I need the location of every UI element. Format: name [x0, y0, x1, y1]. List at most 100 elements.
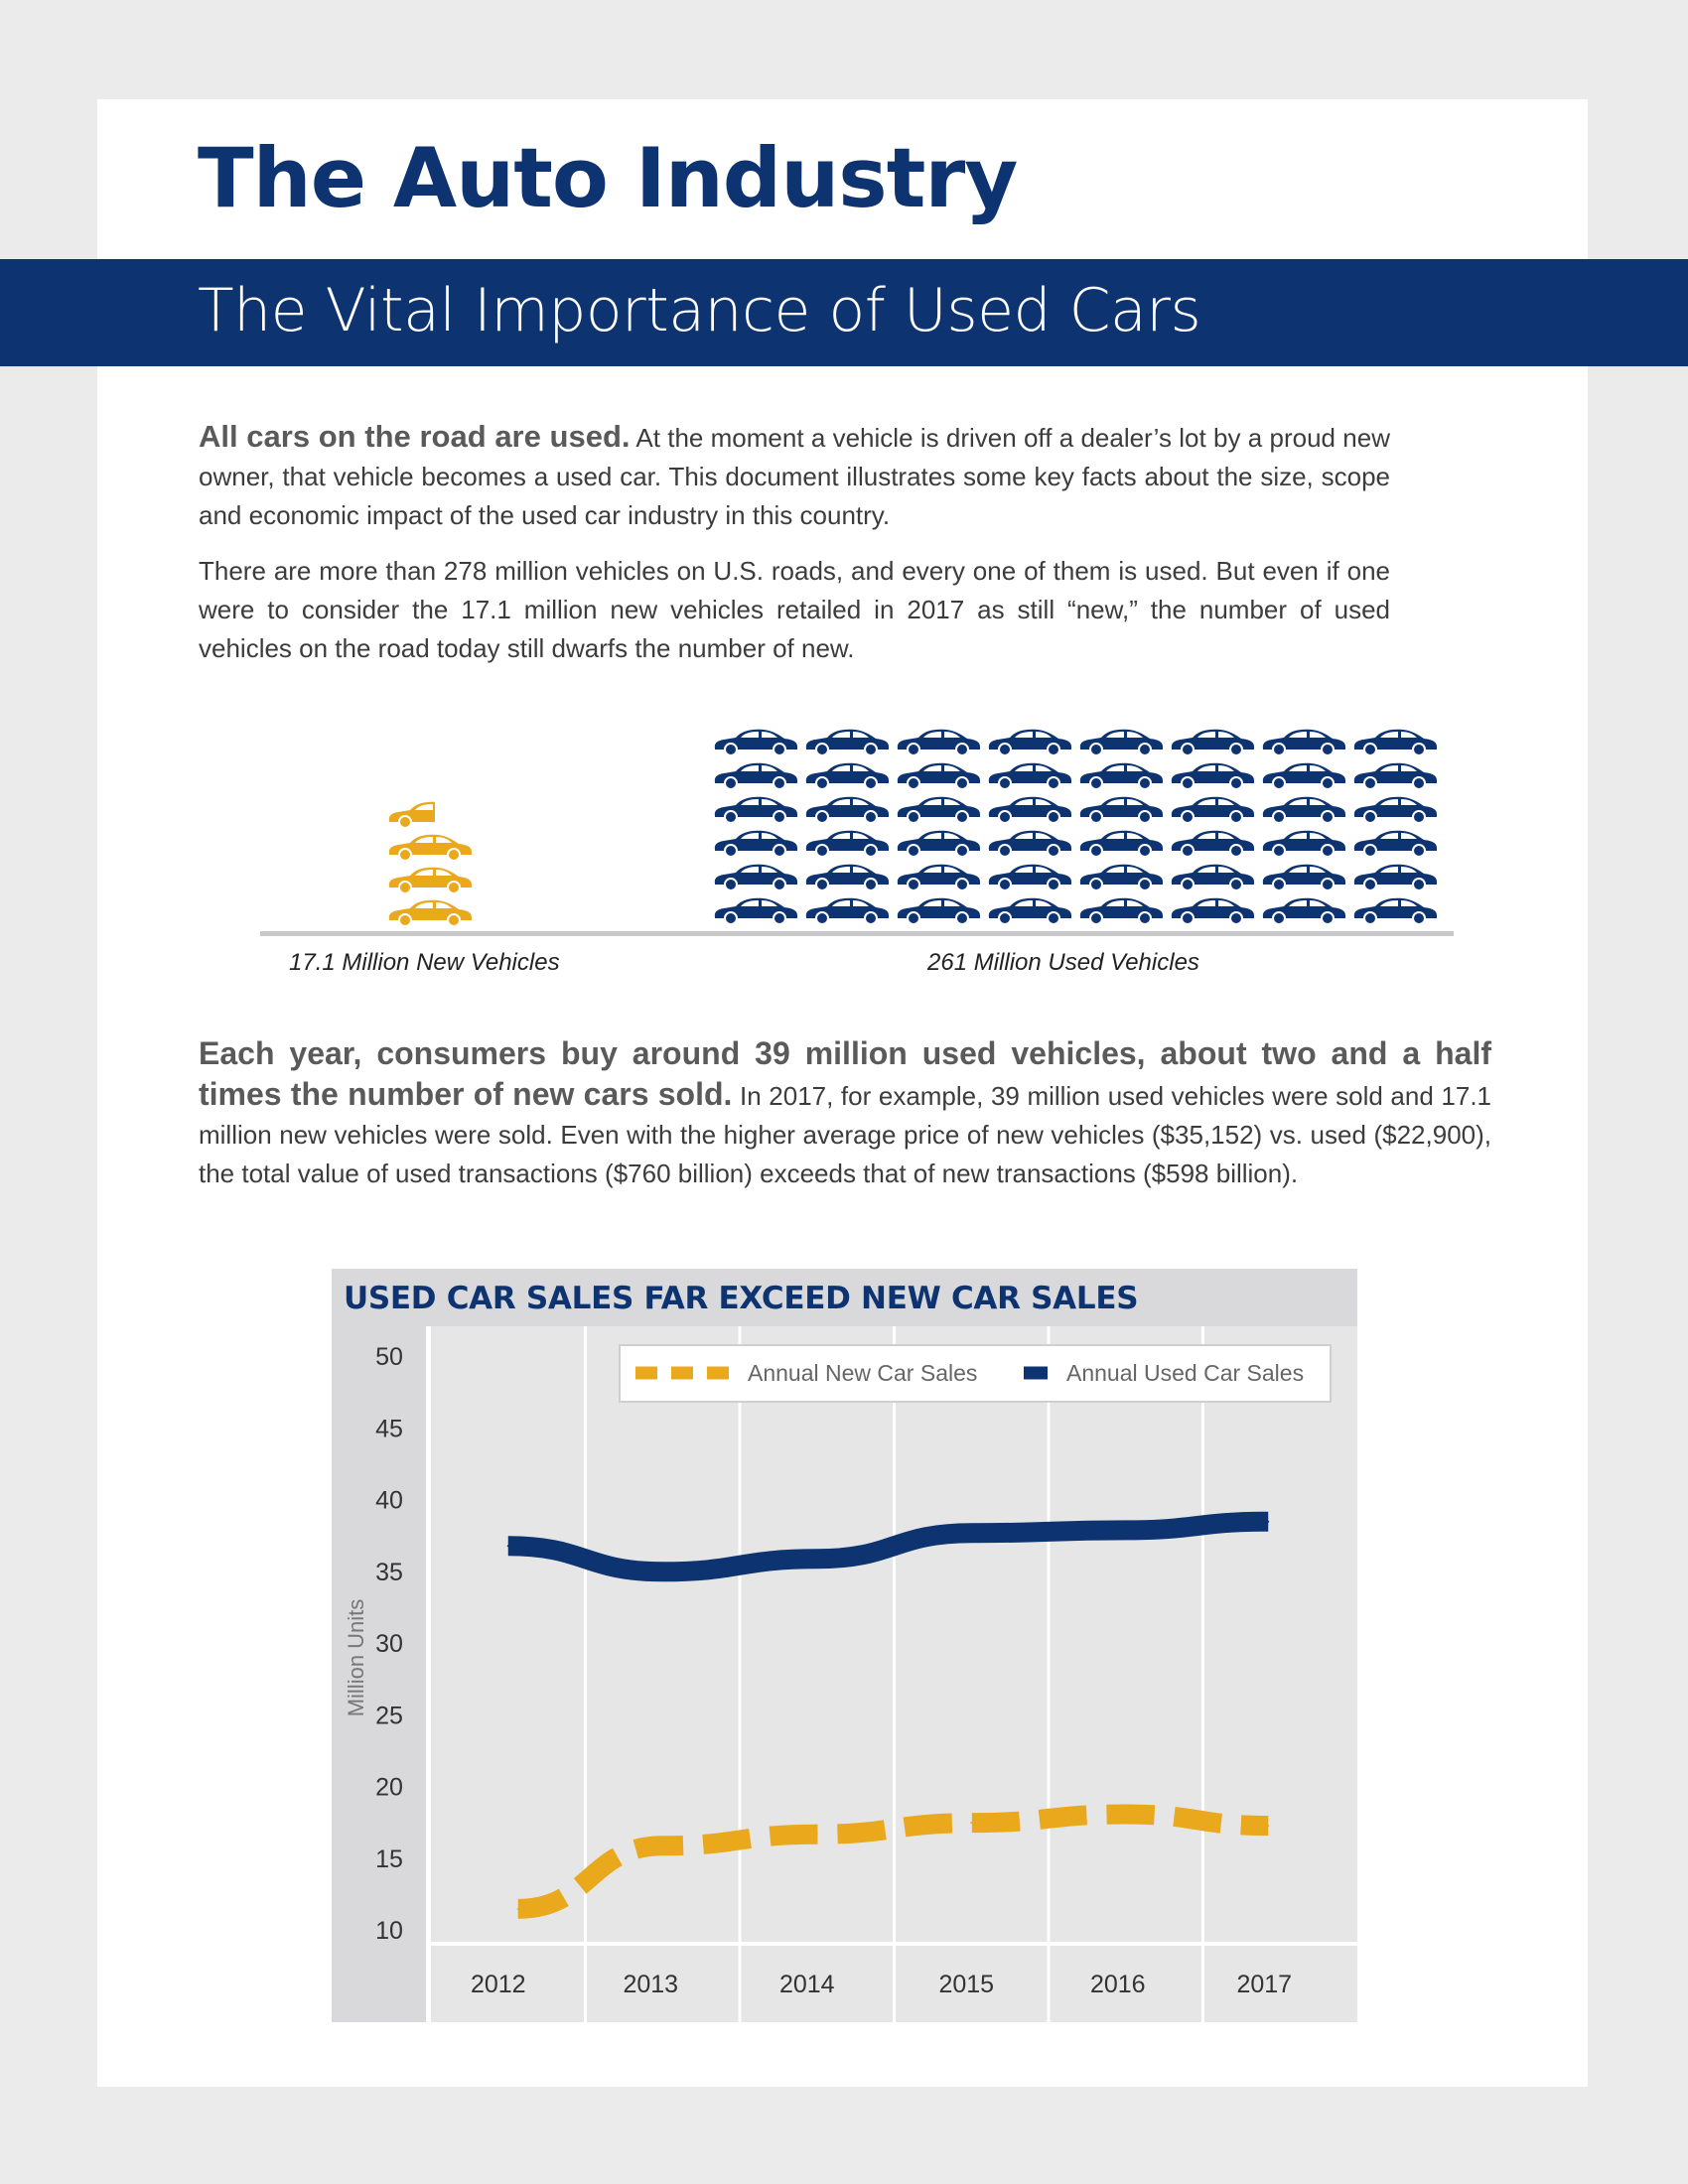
- car-icon: [714, 729, 797, 756]
- y-tick-label: 30: [375, 1630, 403, 1658]
- chart-plot: 10 15 20 25 30 35 40 45 50 Million Units 2012 2013 2…: [332, 1326, 1357, 2022]
- car-icon: [1079, 762, 1163, 790]
- x-tick-label: 2012: [471, 1971, 526, 1998]
- car-icon: [1171, 830, 1254, 858]
- page-subtitle: The Vital Importance of Used Cars: [198, 276, 1201, 345]
- y-tick-label: 40: [375, 1487, 403, 1515]
- y-tick-label: 45: [375, 1415, 403, 1442]
- car-icon: [805, 796, 889, 824]
- data-point: [1267, 1520, 1270, 1523]
- car-icon: [805, 762, 889, 790]
- legend-label-used: Annual Used Car Sales: [1066, 1360, 1304, 1386]
- car-icon: [988, 897, 1071, 925]
- car-icon: [897, 897, 980, 925]
- y-tick-label: 25: [375, 1702, 403, 1729]
- car-icon: [1079, 830, 1163, 858]
- data-point: [1267, 1825, 1270, 1828]
- used-car-sales-line: [507, 1511, 1269, 1582]
- intro-lead: All cars on the road are used.: [199, 419, 631, 454]
- y-tick-label: 15: [375, 1845, 403, 1873]
- car-icon: [1353, 762, 1437, 790]
- car-icon: [805, 729, 889, 756]
- car-icon: [1353, 897, 1437, 925]
- car-icon: [897, 864, 980, 891]
- car-icon: [897, 762, 980, 790]
- car-icon: [1171, 762, 1254, 790]
- car-icon: [714, 897, 797, 925]
- data-point: [815, 1833, 818, 1836]
- car-icon: [714, 762, 797, 790]
- y-tick-label: 10: [375, 1917, 403, 1945]
- x-tick-label: 2013: [623, 1971, 678, 1998]
- vehicle-pictogram: 17.1 Million New Vehicles 261 Million Us…: [0, 715, 1688, 993]
- car-icon: [1171, 864, 1254, 891]
- intro-body: At the moment a vehicle is driven off a …: [199, 423, 1390, 530]
- chart-legend: Annual New Car Sales Annual Used Car Sale…: [619, 1344, 1332, 1403]
- car-icon: [388, 834, 472, 862]
- car-icon: [1353, 729, 1437, 756]
- sales-lead: Each year, consumers buy around 39 milli…: [199, 1035, 1491, 1112]
- new-car-sales-line: [517, 1804, 1269, 1919]
- car-icon: [714, 864, 797, 891]
- car-icon: [388, 867, 472, 894]
- y-axis-panel: [332, 1326, 426, 2022]
- data-point: [1124, 1813, 1127, 1816]
- car-icon: [1079, 796, 1163, 824]
- intro-paragraph: All cars on the road are used. At the mo…: [199, 417, 1390, 535]
- car-icon: [1171, 729, 1254, 756]
- car-icon: [388, 899, 472, 927]
- y-tick-label: 50: [375, 1343, 403, 1371]
- car-icon: [1079, 897, 1163, 925]
- car-icon: [714, 830, 797, 858]
- car-icon: [805, 830, 889, 858]
- car-icon: [1171, 897, 1254, 925]
- sales-paragraph: Each year, consumers buy around 39 milli…: [199, 1034, 1491, 1193]
- chart-title: USED CAR SALES FAR EXCEED NEW CAR SALES: [344, 1281, 1139, 1316]
- car-icon: [1262, 762, 1345, 790]
- car-icon: [1262, 864, 1345, 891]
- x-tick-label: 2014: [779, 1971, 835, 1998]
- x-tick-label: 2016: [1090, 1971, 1146, 1998]
- page-title: The Auto Industry: [198, 130, 1018, 226]
- used-vehicles-grid: [711, 725, 1442, 928]
- partial-car: [385, 797, 435, 830]
- pictogram-baseline: [260, 931, 1454, 936]
- car-icon: [1079, 864, 1163, 891]
- sales-body: In 2017, for example, 39 million used ve…: [199, 1081, 1491, 1188]
- car-icon: [1171, 796, 1254, 824]
- legend-box: [619, 1344, 1332, 1403]
- sales-line-chart: USED CAR SALES FAR EXCEED NEW CAR SALES …: [332, 1269, 1357, 2022]
- car-icon: [1262, 729, 1345, 756]
- car-icon: [805, 864, 889, 891]
- new-vehicles-label: 17.1 Million New Vehicles: [289, 949, 560, 976]
- car-icon: [714, 796, 797, 824]
- data-point: [970, 1822, 973, 1825]
- car-icon: [1353, 796, 1437, 824]
- car-icon: [988, 796, 1071, 824]
- car-icon: [988, 762, 1071, 790]
- car-icon: [897, 830, 980, 858]
- car-icon: [897, 796, 980, 824]
- car-icon: [1079, 729, 1163, 756]
- legend-label-new: Annual New Car Sales: [748, 1360, 977, 1386]
- data-point: [970, 1532, 973, 1535]
- car-icon: [388, 801, 435, 829]
- car-icon: [988, 830, 1071, 858]
- roads-paragraph: There are more than 278 million vehicles…: [199, 556, 1390, 663]
- x-tick-label: 2015: [938, 1971, 994, 1998]
- data-point: [516, 1907, 519, 1910]
- subtitle-band: The Vital Importance of Used Cars: [0, 259, 1688, 366]
- car-icon: [1262, 897, 1345, 925]
- car-icon: [1353, 830, 1437, 858]
- car-icon: [988, 729, 1071, 756]
- data-point: [506, 1545, 509, 1548]
- new-vehicles-stack: [385, 794, 485, 928]
- y-tick-label: 20: [375, 1774, 403, 1802]
- car-icon: [1353, 864, 1437, 891]
- car-icon: [805, 897, 889, 925]
- car-icon: [1262, 830, 1345, 858]
- y-axis-label: Million Units: [344, 1599, 368, 1717]
- x-tick-label: 2017: [1236, 1971, 1292, 1998]
- chart-header: USED CAR SALES FAR EXCEED NEW CAR SALES: [332, 1269, 1357, 1326]
- car-icon: [897, 729, 980, 756]
